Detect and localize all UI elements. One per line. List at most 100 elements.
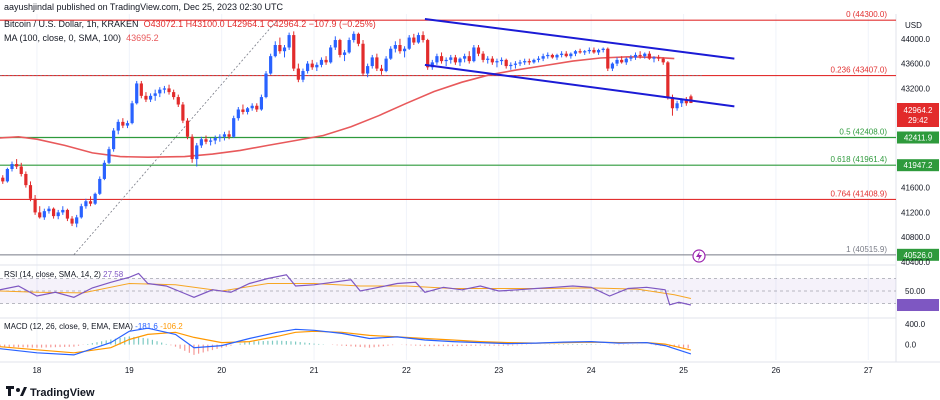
candle [301, 68, 305, 83]
bar-countdown: 29:42 [908, 116, 929, 125]
candle [232, 115, 236, 138]
candle [476, 45, 481, 57]
ma-label: MA (100, close, 0, SMA, 100) [4, 33, 121, 43]
candle [633, 52, 638, 60]
ohlc-values: O43072.1 H43100.0 L42964.1 C42964.2 −107… [144, 19, 376, 29]
candle [33, 195, 37, 215]
candle [560, 51, 564, 58]
candle [28, 181, 33, 202]
symbol-name: Bitcoin / U.S. Dollar, 1h, KRAKEN [4, 19, 139, 29]
rsi-legend[interactable]: RSI (14, close, SMA, 14, 2) 27.58 [4, 270, 124, 279]
time-tick-label: 27 [864, 366, 873, 375]
candle [47, 206, 51, 214]
candle [347, 37, 351, 54]
candle [463, 53, 467, 63]
candle [675, 100, 679, 111]
candle [578, 48, 582, 54]
candle [467, 51, 471, 64]
candle [620, 56, 624, 64]
candle [185, 118, 190, 140]
candle [402, 46, 407, 58]
price-tick-label: 43200.0 [901, 84, 930, 93]
candle [495, 58, 499, 68]
ma-legend[interactable]: MA (100, close, 0, SMA, 100) 43695.2 [4, 33, 159, 43]
candle [439, 52, 444, 64]
candle [472, 45, 476, 63]
candle [444, 57, 448, 67]
candle [342, 49, 347, 62]
fibonacci-retracement[interactable]: 0 (44300.0) 0.236 (43407.0) 0.5 (42408.0) 4… [0, 10, 939, 261]
fib-axis-badge-0-5: 42411.9 [897, 131, 939, 144]
price-tick-label: 40400.0 [901, 258, 930, 267]
fib-label-0-618: 0.618 (41961.4) [831, 155, 888, 164]
candle [130, 100, 134, 125]
fib-axis-value: 41947.2 [904, 161, 933, 170]
candle [333, 36, 337, 50]
macd-legend[interactable]: MACD (12, 26, close, 9, EMA, EMA) -181.6… [4, 322, 183, 331]
candle [116, 119, 120, 135]
channel-upper-trendline [424, 17, 735, 60]
candle [42, 208, 46, 220]
candle [379, 64, 384, 75]
rsi-sma-line [0, 282, 692, 299]
candle [610, 62, 615, 72]
fib-label-0-5: 0.5 (42408.0) [839, 128, 887, 137]
fib-axis-badge-1: 40526.0 [897, 248, 939, 261]
candle [629, 54, 633, 62]
candle [407, 35, 411, 50]
time-tick-label: 19 [125, 366, 134, 375]
ma-100-line [0, 55, 675, 159]
rsi-tick-label: 50.00 [905, 287, 926, 296]
currency-label[interactable]: USD [905, 21, 922, 30]
tradingview-brand: TradingView [30, 387, 95, 399]
time-tick-label: 24 [587, 366, 596, 375]
candle [421, 31, 425, 43]
candle [458, 57, 462, 67]
candle [269, 53, 273, 75]
macd-tick-label: 0.0 [905, 341, 917, 350]
time-tick-label: 26 [771, 366, 780, 375]
price-tick-label: 43600.0 [901, 60, 930, 69]
candle [148, 93, 153, 103]
fib-label-0: 0 (44300.0) [846, 10, 887, 19]
lightning-icon[interactable] [692, 249, 706, 263]
symbol-legend[interactable]: Bitcoin / U.S. Dollar, 1h, KRAKEN O43072.… [4, 19, 376, 29]
candle [416, 32, 421, 44]
candle [329, 45, 333, 64]
time-tick-label: 21 [310, 366, 319, 375]
candle [546, 52, 550, 59]
time-tick-label: 25 [679, 366, 688, 375]
candle [587, 47, 591, 54]
candle [573, 49, 578, 57]
candle [375, 53, 379, 72]
candle [278, 37, 282, 54]
candle [222, 131, 227, 141]
candle [15, 159, 19, 169]
candle [499, 57, 504, 65]
time-tick-label: 20 [217, 366, 226, 375]
candle [209, 138, 213, 146]
time-axis[interactable]: 18 19 20 21 22 23 24 25 26 27 [32, 366, 873, 375]
candlestick-series [1, 31, 693, 228]
price-axis[interactable]: 44000.0 43600.0 43200.0 41600.0 41200.0 40800… [901, 35, 930, 267]
candle [181, 102, 185, 124]
candle [624, 57, 628, 65]
candle [541, 53, 545, 62]
descending-channel[interactable] [424, 17, 735, 108]
candle [638, 51, 642, 59]
candle [319, 57, 324, 68]
candle [65, 208, 70, 222]
candle [310, 59, 314, 70]
candle [292, 31, 296, 72]
rsi-pane: RSI (14, close, SMA, 14, 2) 27.5850.0025… [0, 270, 939, 312]
candle [453, 54, 457, 65]
last-price-value: 42964.2 [904, 106, 933, 115]
candle [245, 107, 250, 115]
candle [38, 206, 42, 219]
candle [518, 59, 522, 67]
last-price-badge: 42964.2 29:42 [897, 103, 939, 127]
candle [449, 54, 453, 64]
tradingview-logo[interactable]: TradingView [6, 386, 95, 399]
candle [88, 196, 93, 207]
